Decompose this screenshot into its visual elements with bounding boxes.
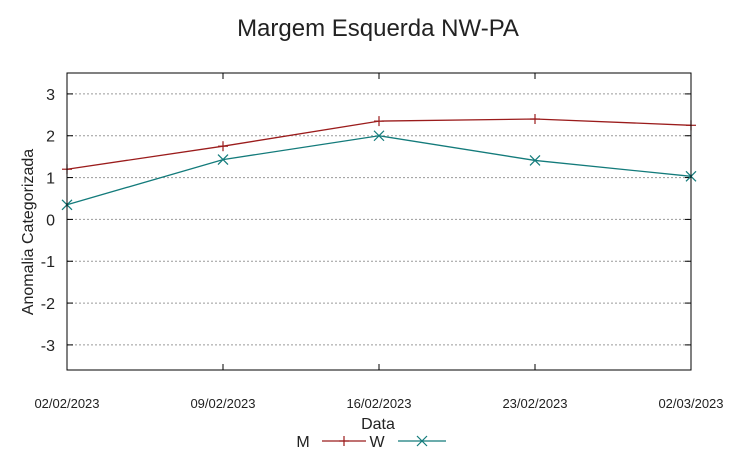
y-tick-label: 2 <box>46 129 55 146</box>
series-group <box>61 114 697 211</box>
legend-label-M: M <box>296 434 309 451</box>
data-point-M <box>218 141 228 152</box>
y-tick-label: -1 <box>41 254 55 271</box>
grid-lines <box>67 93 691 346</box>
x-tick-label: 16/02/2023 <box>346 396 411 411</box>
y-tick-label: -2 <box>41 296 55 313</box>
y-tick-label: 3 <box>46 87 55 104</box>
x-tick-label: 02/03/2023 <box>658 396 723 411</box>
chart-title: Margem Esquerda NW-PA <box>237 15 519 42</box>
data-point-W <box>217 154 229 166</box>
data-point-W <box>373 130 385 142</box>
data-point-M <box>530 114 540 125</box>
data-point-W <box>529 155 541 166</box>
y-tick-label: 1 <box>46 171 55 188</box>
x-axis-label: Data <box>361 416 395 433</box>
series-line-M <box>66 118 692 170</box>
plot-frame <box>66 72 692 371</box>
y-tick-label: -3 <box>41 338 55 355</box>
y-tick-label: 0 <box>46 212 55 229</box>
x-tick-label: 23/02/2023 <box>502 396 567 411</box>
y-axis-ticks: 3 2 1 0 -1 -2 -3 <box>41 87 691 355</box>
y-axis-label: Anomalia Categorizada <box>20 149 37 315</box>
x-tick-label: 09/02/2023 <box>190 396 255 411</box>
legend-marker-M <box>339 436 349 446</box>
legend-label-W: W <box>369 434 385 451</box>
x-tick-label: 02/02/2023 <box>34 396 99 411</box>
legend-marker-W <box>416 435 428 447</box>
data-point-M <box>374 116 384 127</box>
series-line-W <box>66 135 692 206</box>
